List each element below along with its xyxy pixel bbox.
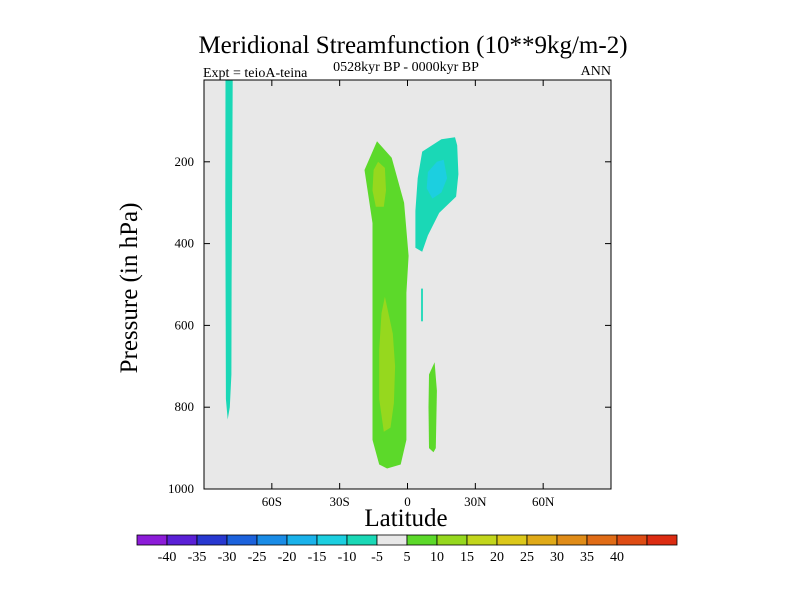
y-tick-label: 800: [175, 399, 195, 414]
colorbar-label: 10: [430, 550, 444, 565]
colorbar-label: 15: [460, 550, 474, 565]
colorbar-swatch: [286, 534, 318, 546]
y-tick-label: 600: [175, 317, 195, 332]
colorbar-label: -25: [248, 550, 267, 565]
colorbar-label: 25: [520, 550, 534, 565]
colorbar-label: -20: [278, 550, 297, 565]
season-label: ANN: [581, 64, 611, 79]
y-tick-label: 400: [175, 236, 195, 251]
axis-ticks: 60S 30S 0 30N 60N 200 400 600 800 1000: [168, 80, 611, 509]
colorbar-swatch: [586, 534, 618, 546]
chart-title: Meridional Streamfunction (10**9kg/m-2): [198, 32, 627, 59]
colorbar-swatch: [256, 534, 288, 546]
nh-thin-negative-sliver: [421, 288, 423, 322]
colorbar-swatch: [136, 534, 168, 546]
colorbar-label: -5: [371, 550, 383, 565]
colorbar-swatch: [346, 534, 378, 546]
colorbar-label: 30: [550, 550, 564, 565]
colorbar-swatch: [526, 534, 558, 546]
period-label: 0528kyr BP - 0000kyr BP: [333, 60, 479, 75]
colorbar-swatch: [556, 534, 588, 546]
colorbar-swatch: [376, 534, 408, 546]
tropical-positive-upper-core: [372, 161, 386, 207]
colorbar-label: -10: [338, 550, 357, 565]
y-tick-label: 200: [175, 154, 195, 169]
colorbar-swatch: [466, 534, 498, 546]
colorbar-swatch: [616, 534, 648, 546]
colorbar-swatch: [646, 534, 678, 546]
x-tick-label: 30S: [330, 494, 350, 509]
y-tick-label: 1000: [168, 481, 194, 496]
colorbar-label: 40: [610, 550, 624, 565]
colorbar-label: 35: [580, 550, 594, 565]
tropical-positive-lower-core: [379, 296, 396, 432]
colorbar-swatch: [496, 534, 528, 546]
nh-lower-positive: [428, 362, 437, 453]
contour-regions: [225, 80, 459, 469]
experiment-label: Expt = teioA-teina: [203, 66, 308, 81]
colorbar-swatch: [406, 534, 438, 546]
colorbar-label: -15: [308, 550, 327, 565]
x-tick-label: 60N: [532, 494, 555, 509]
x-tick-label: 0: [404, 494, 411, 509]
x-axis-label: Latitude: [364, 505, 447, 532]
colorbar-swatch: [436, 534, 468, 546]
colorbar: -40 -35 -30 -25 -20 -15 -10 -5 5 10 15 20 25 30 35 40: [136, 534, 678, 565]
colorbar-label: -40: [158, 550, 177, 565]
x-tick-label: 60S: [262, 494, 282, 509]
colorbar-swatch: [226, 534, 258, 546]
sh-polar-column-negative: [225, 80, 233, 420]
y-axis-label: Pressure (in hPa): [116, 203, 143, 374]
colorbar-label: 20: [490, 550, 504, 565]
nh-subtropical-upper-core: [426, 159, 448, 199]
colorbar-label: -35: [188, 550, 207, 565]
colorbar-swatch: [196, 534, 228, 546]
colorbar-swatch: [166, 534, 198, 546]
colorbar-label: -30: [218, 550, 237, 565]
colorbar-swatch: [316, 534, 348, 546]
plot-area: [204, 80, 611, 489]
colorbar-label: 5: [404, 550, 411, 565]
x-tick-label: 30N: [464, 494, 487, 509]
